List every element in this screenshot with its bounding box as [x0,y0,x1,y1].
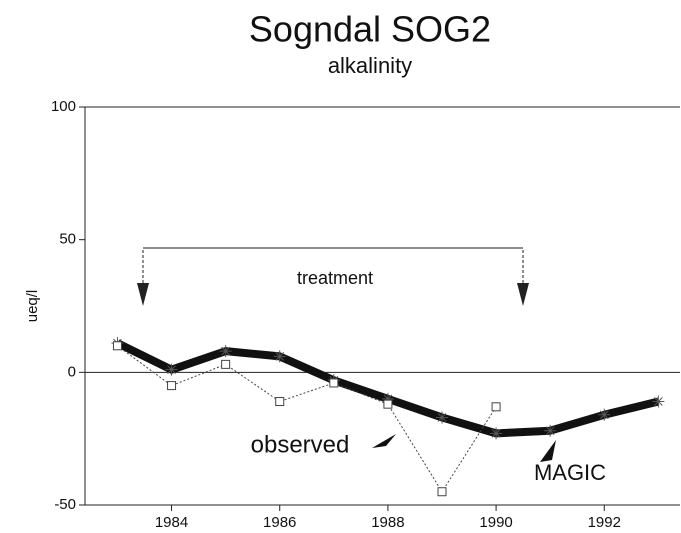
square-marker [221,359,231,369]
square-marker [383,399,393,409]
x-tick-label: 1992 [588,514,621,531]
y-tick-label: 0 [68,363,76,380]
observed-line [117,345,497,493]
star-marker [436,411,448,424]
model-band [115,339,660,438]
square-marker [437,487,447,497]
x-tick-label: 1984 [155,514,188,531]
pointer [540,440,556,462]
star-marker [165,363,178,376]
annotation: MAGIC [534,460,606,485]
star-marker [490,427,503,440]
x-tick-label: 1986 [263,514,296,531]
y-tick-label: 50 [59,231,76,248]
square-marker [167,381,177,391]
pointer [372,434,396,448]
y-tick-label: -50 [54,496,76,513]
star-marker [544,424,557,437]
chart-title: Sogndal SOG2 [249,9,491,50]
x-tick-label: 1988 [371,514,404,531]
square-marker [329,378,339,388]
square-marker [112,341,122,351]
square-marker [491,402,501,412]
star-marker [652,395,665,408]
x-tick-label: 1990 [479,514,512,531]
star-marker [273,350,286,363]
star-marker [381,392,394,405]
star-marker [219,345,232,358]
y-axis-label: ueq/l [24,290,41,323]
square-marker [275,397,285,407]
treatment-bracket [137,247,529,306]
annotation: treatment [297,268,373,288]
annotation: observed [251,431,350,458]
star-marker [598,408,611,421]
chart-subtitle: alkalinity [328,53,412,78]
y-tick-label: 100 [51,98,76,115]
